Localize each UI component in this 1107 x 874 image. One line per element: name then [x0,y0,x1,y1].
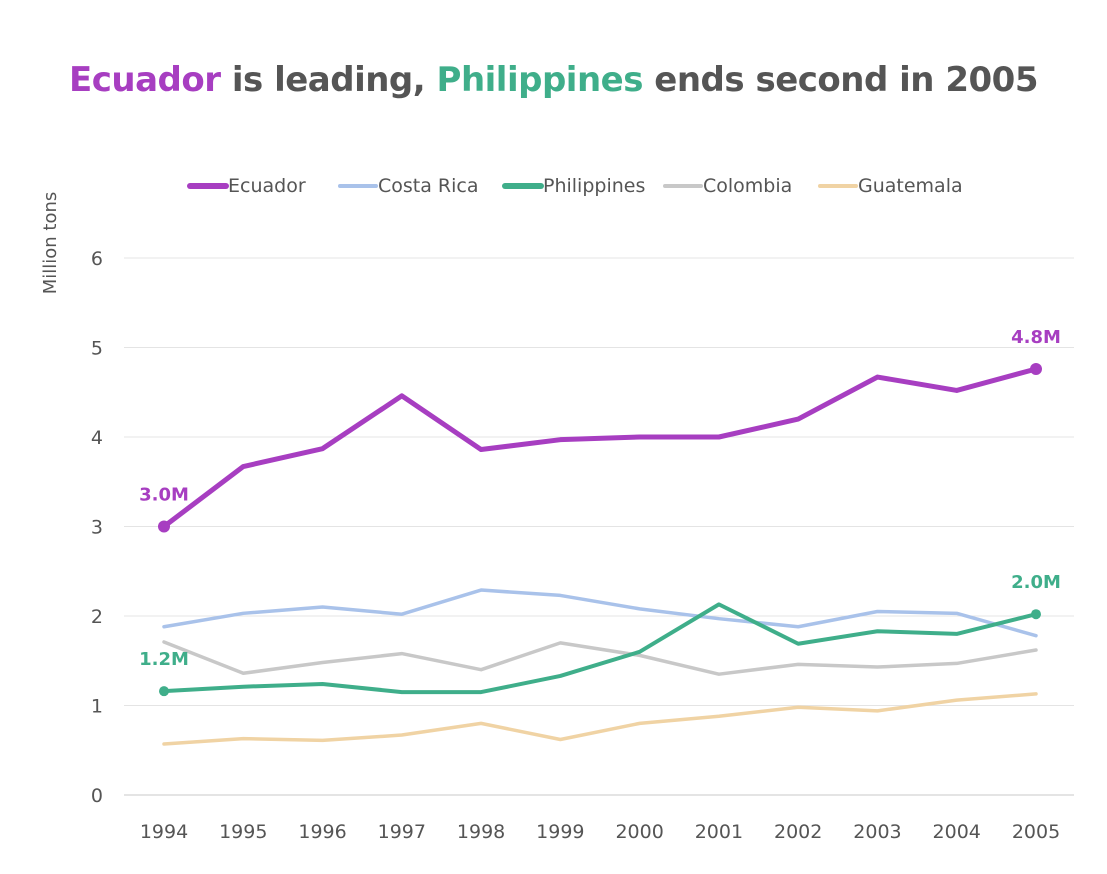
series-line-ecuador [161,366,1039,529]
data-label-philippines-1994: 1.2M [139,649,189,670]
y-axis-ticks: 0 1 2 3 4 5 6 [91,248,103,807]
legend-label-philippines: Philippines [543,175,645,197]
x-tick-2000: 2000 [615,821,663,843]
x-tick-1996: 1996 [298,821,346,843]
x-axis-ticks: 1994 1995 1996 1997 1998 1999 2000 2001 2002 2003… [140,821,1060,843]
legend: Ecuador Costa Rica Philippines Colombia Guat… [187,175,963,197]
y-tick-4: 4 [91,427,103,449]
legend-label-colombia: Colombia [703,175,792,197]
x-tick-2002: 2002 [774,821,822,843]
series-line-costa-rica [162,588,1038,638]
x-tick-1999: 1999 [536,821,584,843]
series-line-guatemala [162,692,1038,746]
y-tick-5: 5 [91,338,103,360]
x-tick-1995: 1995 [219,821,267,843]
y-tick-0: 0 [91,785,103,807]
x-tick-2003: 2003 [853,821,901,843]
series-lines [158,362,1042,746]
gridlines [124,257,1074,796]
x-tick-1998: 1998 [457,821,505,843]
series-line-philippines [162,602,1038,695]
y-tick-2: 2 [91,606,103,628]
y-tick-6: 6 [91,248,103,270]
legend-label-guatemala: Guatemala [858,175,963,197]
data-label-philippines-2005: 2.0M [1011,572,1061,593]
x-tick-2005: 2005 [1012,821,1060,843]
chart-title: Ecuador is leading, Philippines ends sec… [0,60,1107,100]
point-philippines-1994 [159,686,169,697]
data-label-ecuador-1994: 3.0M [139,485,189,506]
y-tick-3: 3 [91,517,103,539]
x-tick-2004: 2004 [933,821,981,843]
legend-label-costa-rica: Costa Rica [378,175,479,197]
series-line-colombia [162,640,1038,676]
title-second-country: Philippines [436,60,644,100]
x-tick-1994: 1994 [140,821,188,843]
data-label-ecuador-2005: 4.8M [1011,327,1061,348]
point-philippines-2005 [1031,609,1041,620]
title-lead-country: Ecuador [69,60,221,100]
title-lead-text: is leading, [220,60,437,100]
title-second-text: ends second in 2005 [642,60,1038,100]
y-tick-1: 1 [91,696,103,718]
point-ecuador-1994 [158,520,170,533]
x-tick-1997: 1997 [378,821,426,843]
data-labels: 1.2M 2.0M 3.0M 4.8M [139,327,1061,670]
y-axis-label: Million tons [40,192,61,295]
legend-label-ecuador: Ecuador [228,175,306,197]
point-ecuador-2005 [1030,362,1042,375]
x-tick-2001: 2001 [695,821,743,843]
